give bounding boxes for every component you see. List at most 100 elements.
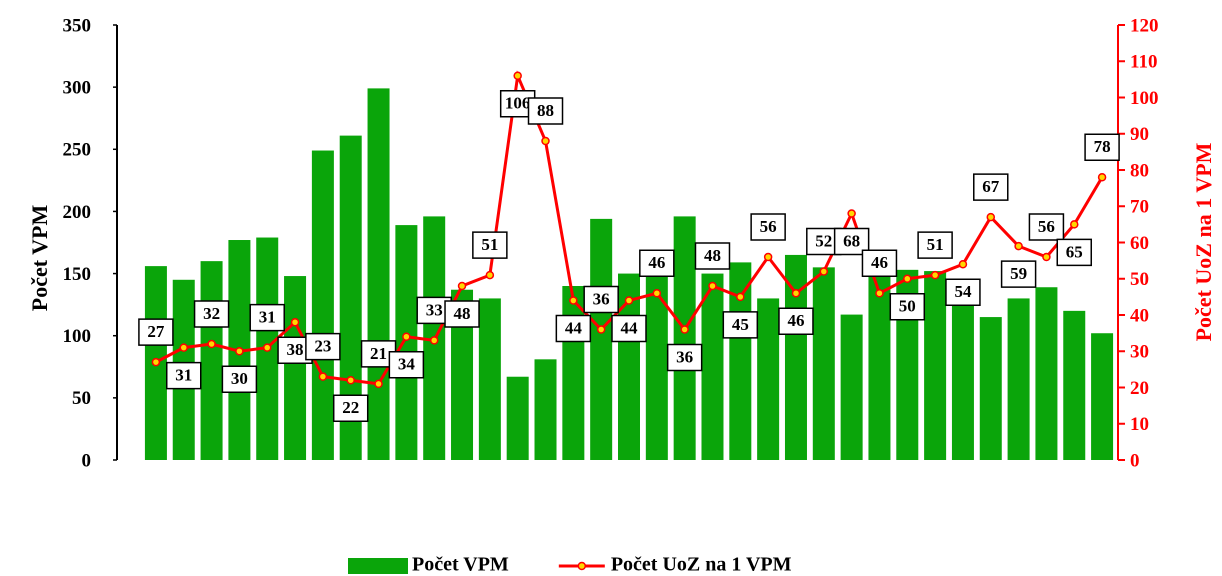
data-label-text: 106	[505, 94, 531, 113]
data-label-box	[889, 293, 926, 321]
point	[958, 260, 968, 269]
data-label-box	[945, 278, 981, 306]
data-label: 36	[666, 343, 703, 372]
data-label-box	[472, 231, 508, 259]
data-label-text: 65	[1066, 242, 1083, 261]
point	[680, 325, 689, 334]
bar	[395, 225, 418, 460]
data-label: 54	[945, 278, 981, 306]
data-label: 78	[1084, 133, 1120, 161]
data-label-text: 23	[314, 337, 331, 356]
point	[235, 347, 244, 356]
data-label-box	[722, 311, 759, 339]
data-label-text: 46	[648, 253, 665, 272]
legend-label: Počet UoZ na 1 VPM	[611, 554, 792, 576]
data-label-text: 27	[147, 322, 165, 341]
data-label: 65	[1056, 238, 1093, 267]
bar	[590, 218, 613, 460]
data-label: 67	[973, 173, 1009, 201]
point	[875, 289, 884, 298]
bar	[200, 261, 223, 460]
data-label: 32	[193, 300, 230, 328]
y-tick-label: 50	[72, 388, 91, 409]
data-label-text: 44	[565, 318, 583, 337]
bar	[868, 273, 891, 460]
point	[1014, 241, 1023, 251]
point	[207, 339, 216, 349]
data-label-text: 44	[621, 318, 639, 337]
bar	[1063, 310, 1086, 460]
point	[318, 372, 328, 381]
data-label-box	[444, 300, 480, 328]
bar	[534, 359, 557, 460]
point	[1097, 173, 1107, 182]
data-label-text: 51	[927, 235, 944, 254]
data-label-box	[249, 303, 285, 332]
data-label-box	[694, 242, 731, 270]
y2-tick-label: 20	[1130, 378, 1149, 399]
data-label: 44	[611, 314, 647, 343]
data-label: 51	[472, 231, 508, 259]
bar	[311, 150, 334, 460]
data-label-text: 54	[954, 282, 972, 301]
bar	[451, 289, 474, 460]
point	[652, 289, 662, 298]
data-label: 46	[778, 307, 814, 335]
bar	[951, 284, 974, 460]
data-label-box	[973, 173, 1009, 201]
point	[847, 209, 856, 218]
y2-axis-title: Počet UoZ na 1 VPM	[1191, 142, 1216, 341]
data-label: 34	[388, 351, 425, 379]
bar	[506, 376, 529, 460]
y2-tick-label: 100	[1130, 88, 1159, 109]
data-label: 44	[555, 314, 592, 343]
point	[624, 296, 634, 305]
data-label: 56	[1028, 213, 1065, 241]
bar	[979, 317, 1002, 460]
data-label-text: 32	[203, 304, 220, 323]
data-label: 88	[527, 97, 564, 125]
data-label-text: 68	[843, 231, 860, 250]
y2-tick-label: 40	[1130, 305, 1149, 326]
bar	[701, 273, 724, 460]
data-label-box	[750, 213, 786, 241]
point	[429, 336, 439, 345]
data-label: 59	[1000, 260, 1037, 288]
point	[763, 252, 773, 262]
y-tick-label: 200	[63, 202, 92, 223]
data-label-box	[778, 307, 814, 335]
data-label-box	[1028, 213, 1065, 241]
bar	[367, 88, 390, 460]
data-label-text: 56	[1038, 217, 1055, 236]
data-label-text: 46	[787, 311, 804, 330]
data-label-text: 36	[593, 289, 610, 308]
y2-tick-label: 10	[1130, 414, 1149, 435]
bar	[784, 254, 807, 460]
bar	[645, 267, 668, 460]
data-label-text: 34	[398, 355, 416, 374]
data-label-text: 21	[370, 344, 387, 363]
point	[1070, 220, 1079, 229]
data-label-box	[861, 249, 898, 277]
point	[262, 343, 272, 352]
y2-tick-label: 70	[1130, 197, 1149, 218]
point	[513, 71, 522, 80]
data-label-box	[583, 285, 619, 314]
data-label-box	[666, 343, 703, 372]
data-label-text: 33	[426, 300, 443, 319]
point	[791, 289, 801, 298]
y2-tick-label: 120	[1130, 15, 1159, 36]
y2-tick-label: 80	[1130, 160, 1149, 181]
data-label: 46	[861, 249, 898, 277]
point	[402, 332, 411, 341]
data-label: 46	[639, 249, 675, 277]
data-label-text: 31	[259, 308, 276, 327]
data-label-text: 48	[704, 246, 721, 265]
point	[1042, 252, 1051, 262]
data-label-box	[138, 318, 174, 346]
data-label-text: 51	[481, 235, 498, 254]
data-label: 48	[694, 242, 731, 270]
data-label: 31	[165, 361, 202, 390]
y2-tick-label: 50	[1130, 269, 1149, 290]
